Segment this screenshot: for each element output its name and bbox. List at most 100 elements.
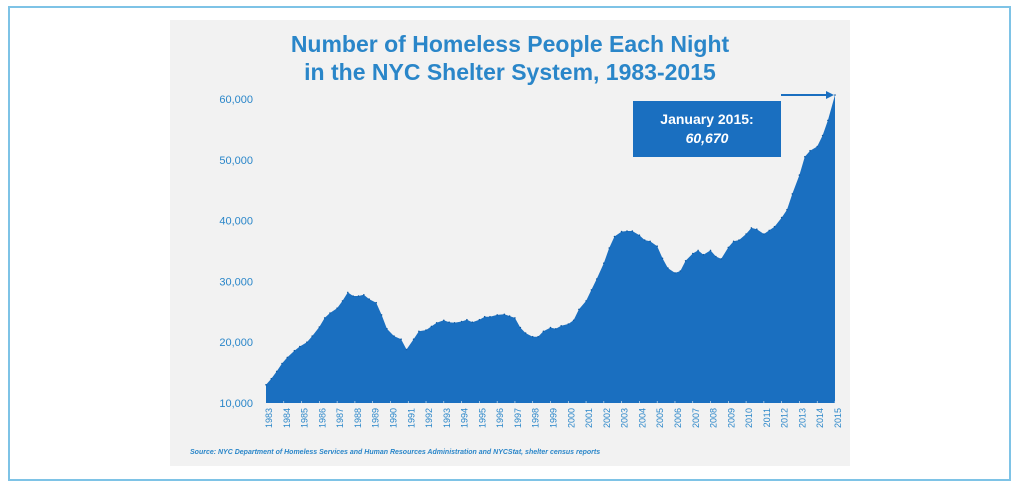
- x-tick-label: 2014: [815, 408, 825, 428]
- x-tick-label: 2002: [602, 408, 612, 428]
- x-tick-label: 1997: [513, 408, 523, 428]
- source-note: Source: NYC Department of Homeless Servi…: [190, 449, 601, 456]
- data-point: [827, 119, 829, 122]
- data-point: [643, 239, 646, 241]
- data-point: [531, 335, 534, 338]
- y-tick-label: 50,000: [219, 155, 253, 167]
- x-tick-label: 1996: [495, 408, 505, 428]
- data-point: [265, 384, 267, 386]
- data-point: [368, 298, 370, 300]
- data-point: [471, 321, 474, 324]
- x-tick-label: 1987: [335, 408, 345, 428]
- data-point: [537, 335, 539, 338]
- data-point: [750, 227, 753, 229]
- x-tick-label: 2011: [762, 408, 772, 427]
- data-point: [275, 370, 278, 373]
- x-tick-label: 1999: [549, 408, 559, 428]
- x-tick-label: 2001: [584, 408, 594, 428]
- data-point: [763, 233, 765, 235]
- y-tick-label: 30,000: [219, 276, 253, 288]
- x-tick-label: 2005: [655, 408, 665, 428]
- x-tick-label: 2003: [620, 408, 630, 428]
- data-point: [768, 229, 770, 232]
- data-point: [773, 225, 776, 228]
- chart-subtitle: in the NYC Shelter System, 1983-2015: [304, 59, 716, 85]
- x-tick-label: 2006: [673, 408, 683, 428]
- data-point: [738, 239, 740, 241]
- data-point: [386, 328, 388, 330]
- data-point: [418, 330, 420, 333]
- data-point: [375, 301, 378, 304]
- data-point: [357, 295, 360, 297]
- data-point: [435, 322, 438, 324]
- annotation-label: January 2015:: [660, 111, 754, 127]
- data-point: [679, 270, 682, 272]
- data-point: [834, 94, 836, 96]
- data-point: [363, 294, 365, 296]
- x-tick-label: 1985: [300, 408, 310, 428]
- data-point: [798, 174, 801, 176]
- data-point: [453, 322, 456, 324]
- data-point: [572, 319, 575, 322]
- data-point: [270, 377, 273, 380]
- y-tick-label: 20,000: [219, 337, 253, 349]
- x-tick-label: 1992: [424, 408, 434, 428]
- x-tick-label: 1988: [353, 408, 363, 428]
- x-tick-label: 1991: [406, 408, 416, 428]
- data-point: [483, 315, 486, 318]
- data-point: [638, 234, 641, 236]
- data-point: [341, 300, 344, 302]
- annotation-callout: January 2015: 60,670: [633, 101, 781, 157]
- data-point: [299, 345, 301, 348]
- data-point: [578, 308, 580, 311]
- data-point: [380, 314, 383, 316]
- data-point: [336, 307, 338, 310]
- data-point: [496, 314, 499, 316]
- x-tick-label: 2008: [709, 408, 719, 428]
- x-tick-label: 2004: [637, 408, 647, 428]
- data-point: [412, 338, 415, 341]
- data-point: [780, 216, 783, 219]
- data-point: [329, 312, 331, 314]
- data-point: [656, 245, 658, 247]
- x-tick-label: 1993: [442, 408, 452, 428]
- data-point: [631, 230, 634, 232]
- data-point: [608, 247, 610, 249]
- data-point: [508, 315, 511, 317]
- data-point: [318, 326, 321, 328]
- data-point: [503, 313, 506, 316]
- x-tick-label: 1986: [317, 408, 327, 428]
- data-point: [430, 325, 433, 328]
- data-point: [791, 193, 794, 195]
- data-point: [555, 328, 557, 330]
- data-point: [626, 230, 628, 232]
- data-point: [448, 321, 450, 324]
- data-point: [443, 319, 445, 322]
- data-point: [514, 317, 516, 319]
- data-point: [613, 235, 616, 238]
- data-point: [585, 300, 587, 302]
- data-point: [727, 246, 730, 249]
- data-point: [352, 295, 354, 297]
- data-point: [603, 262, 605, 265]
- data-point: [347, 291, 349, 294]
- x-tick-label: 2010: [744, 408, 754, 428]
- annotation-value: 60,670: [685, 130, 729, 146]
- data-point: [745, 233, 747, 235]
- x-tick-label: 1998: [531, 408, 541, 428]
- data-point: [702, 253, 705, 256]
- data-point: [293, 349, 296, 352]
- data-point: [323, 317, 326, 319]
- data-point: [460, 320, 463, 323]
- area-series: [266, 95, 835, 403]
- data-point: [306, 341, 308, 344]
- data-point: [674, 272, 676, 274]
- x-tick-label: 2012: [780, 408, 790, 428]
- data-point: [720, 258, 722, 260]
- data-point: [590, 289, 593, 291]
- data-point: [804, 156, 806, 158]
- y-tick-label: 10,000: [219, 398, 253, 410]
- data-point: [560, 325, 562, 327]
- x-tick-label: 1994: [460, 408, 470, 428]
